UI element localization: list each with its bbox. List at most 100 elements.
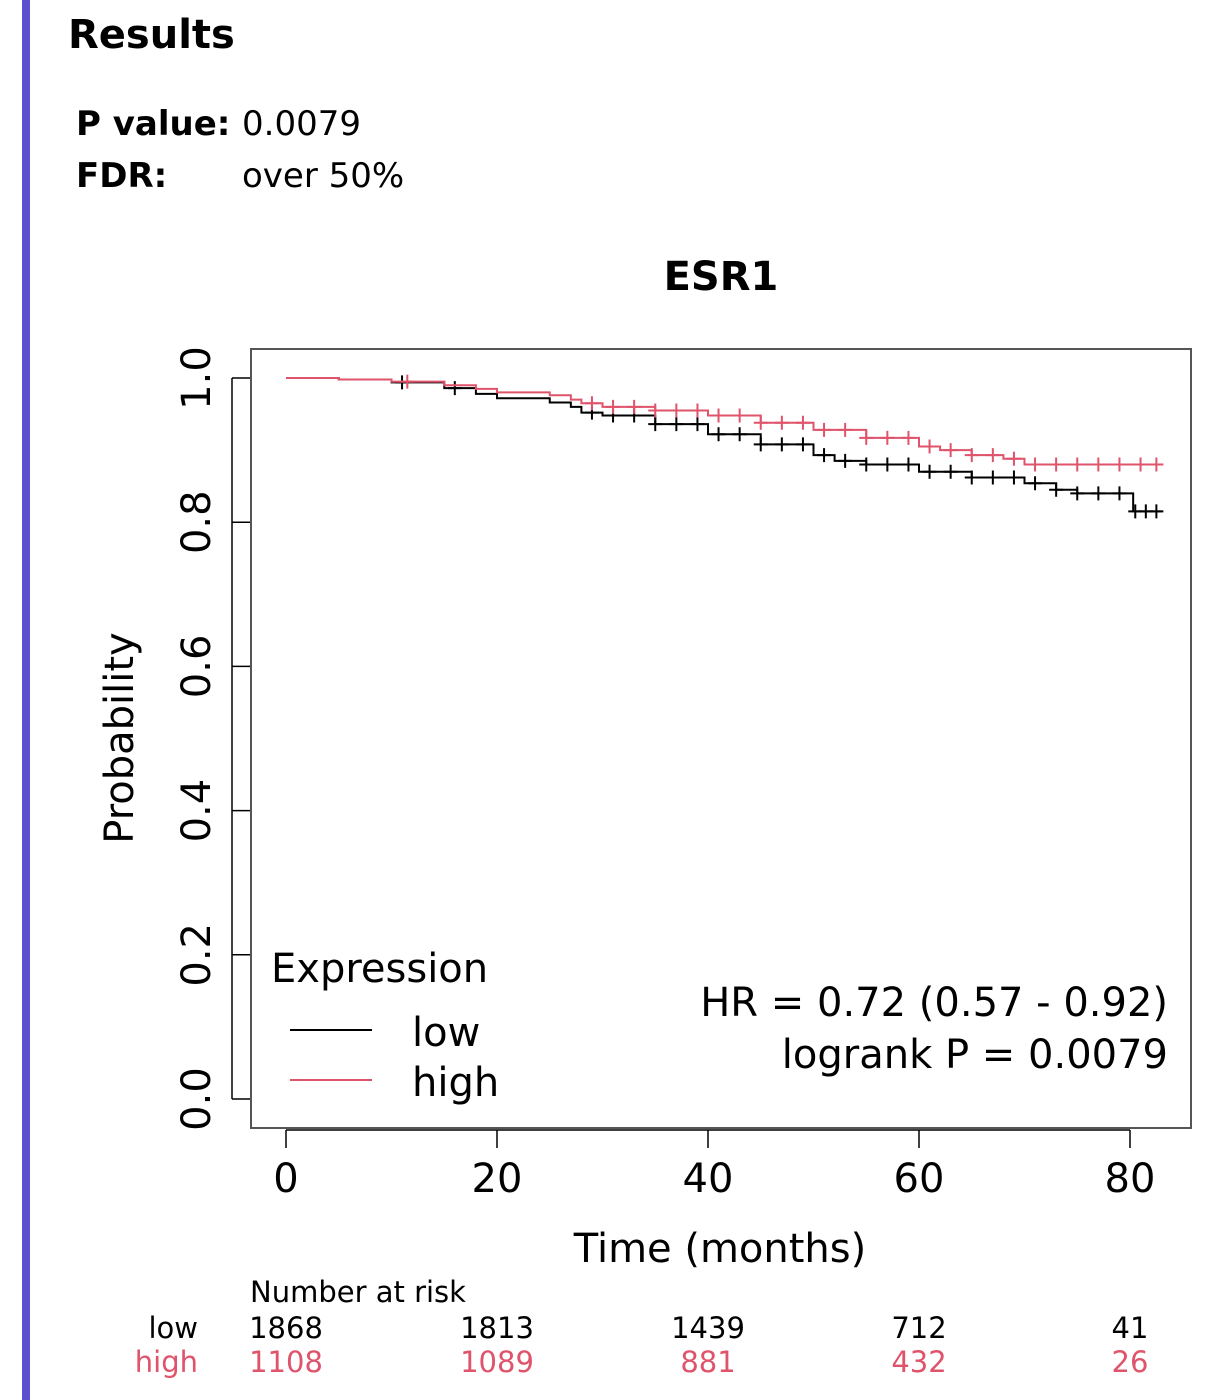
censor-mark-low <box>964 470 979 485</box>
y-tick-label: 0.8 <box>174 490 220 554</box>
censor-mark-low <box>711 427 726 442</box>
risk-row-label-high: high <box>135 1345 198 1379</box>
censor-mark-high <box>880 430 895 445</box>
risk-value-low: 712 <box>891 1311 946 1345</box>
p-value-label: P value: <box>76 104 231 144</box>
risk-value-low: 1813 <box>460 1311 534 1345</box>
risk-value-high: 1089 <box>460 1345 534 1379</box>
accent-bar <box>22 0 30 1400</box>
risk-value-high: 26 <box>1112 1345 1149 1379</box>
censor-mark-high <box>627 399 642 414</box>
censor-mark-high <box>1006 451 1021 466</box>
censor-mark-high <box>985 448 1000 463</box>
risk-value-high: 881 <box>680 1345 735 1379</box>
risk-value-low: 1439 <box>671 1311 745 1345</box>
censor-mark-high <box>1133 457 1148 472</box>
censor-mark-low <box>669 417 684 432</box>
censor-mark-low <box>817 448 832 463</box>
x-tick-label: 40 <box>683 1156 734 1202</box>
survival-curve-low <box>286 377 1162 513</box>
censor-mark-high <box>606 399 621 414</box>
censor-mark-high <box>901 430 916 445</box>
censor-mark-low <box>1049 482 1064 497</box>
risk-value-high: 1108 <box>249 1345 323 1379</box>
censor-mark-low <box>795 437 810 452</box>
y-tick-label: 0.6 <box>174 635 220 699</box>
risk-table-title: Number at risk <box>250 1275 466 1309</box>
legend-title: Expression <box>271 946 488 992</box>
y-tick-label: 0.4 <box>174 779 220 843</box>
censor-mark-low <box>732 427 747 442</box>
y-tick-label: 0.0 <box>174 1067 220 1131</box>
censor-mark-high <box>711 408 726 423</box>
y-tick-label: 1.0 <box>174 346 220 410</box>
censor-mark-high <box>1091 457 1106 472</box>
fdr-value: over 50% <box>242 156 405 196</box>
y-tick-label: 0.2 <box>174 923 220 987</box>
results-heading: Results <box>68 12 235 58</box>
censor-mark-high <box>1112 457 1127 472</box>
censor-mark-high <box>753 415 768 430</box>
censor-mark-high <box>584 396 599 411</box>
x-axis-label: Time (months) <box>573 1226 866 1272</box>
censor-mark-low <box>880 457 895 472</box>
censor-mark-high <box>400 374 415 389</box>
censor-mark-high <box>1070 457 1085 472</box>
legend: Expression low high <box>271 946 499 1106</box>
censor-mark-low <box>838 453 853 468</box>
risk-value-low: 41 <box>1112 1311 1149 1345</box>
censor-mark-high <box>1028 457 1043 472</box>
risk-table: Number at risk low high 1868 1813 1439 712 4… <box>135 1275 1149 1379</box>
censor-mark-high <box>795 415 810 430</box>
logrank-annotation: logrank P = 0.0079 <box>782 1032 1168 1078</box>
censor-mark-high <box>859 430 874 445</box>
legend-label-low: low <box>412 1010 480 1056</box>
censor-mark-low <box>447 381 462 396</box>
censor-mark-high <box>669 403 684 418</box>
y-axis: 0.0 0.2 0.4 0.6 0.8 1.0 <box>174 346 250 1131</box>
risk-row-label-low: low <box>148 1311 198 1345</box>
censor-mark-low <box>1070 486 1085 501</box>
p-value: 0.0079 <box>242 104 361 144</box>
censor-mark-low <box>774 437 789 452</box>
censor-mark-high <box>774 415 789 430</box>
censor-mark-low <box>859 457 874 472</box>
censor-mark-high <box>1049 457 1064 472</box>
x-axis: 0 20 40 60 80 <box>273 1129 1156 1202</box>
censor-mark-high <box>1149 457 1164 472</box>
censor-mark-low <box>1006 470 1021 485</box>
censor-mark-low <box>1149 504 1164 519</box>
survival-curve-high <box>286 377 1162 466</box>
censor-mark-low <box>901 457 916 472</box>
risk-value-high: 432 <box>891 1345 946 1379</box>
censor-mark-low <box>690 417 705 432</box>
censor-mark-low <box>985 470 1000 485</box>
series-layer <box>286 374 1164 519</box>
chart-title: ESR1 <box>664 254 779 300</box>
censor-mark-high <box>648 403 663 418</box>
censor-mark-low <box>1112 486 1127 501</box>
censor-mark-high <box>838 422 853 437</box>
censor-mark-high <box>690 403 705 418</box>
censor-mark-low <box>1028 476 1043 491</box>
plot-frame <box>250 348 1192 1129</box>
censor-mark-high <box>964 448 979 463</box>
censor-mark-high <box>943 443 958 458</box>
y-axis-label: Probability <box>97 632 143 843</box>
risk-value-low: 1868 <box>249 1311 323 1345</box>
legend-label-high: high <box>412 1060 499 1106</box>
censor-mark-low <box>753 437 768 452</box>
x-tick-label: 60 <box>894 1156 945 1202</box>
fdr-label: FDR: <box>76 156 168 196</box>
risk-values: 1868 1813 1439 712 41 1108 1089 881 432 26 <box>249 1311 1148 1379</box>
x-tick-label: 80 <box>1105 1156 1156 1202</box>
censor-mark-high <box>817 422 832 437</box>
censor-mark-low <box>922 464 937 479</box>
censor-mark-low <box>1091 486 1106 501</box>
hr-annotation: HR = 0.72 (0.57 - 0.92) <box>700 980 1168 1026</box>
censor-mark-low <box>648 417 663 432</box>
x-tick-label: 20 <box>472 1156 523 1202</box>
censor-mark-high <box>922 439 937 454</box>
x-tick-label: 0 <box>273 1156 298 1202</box>
